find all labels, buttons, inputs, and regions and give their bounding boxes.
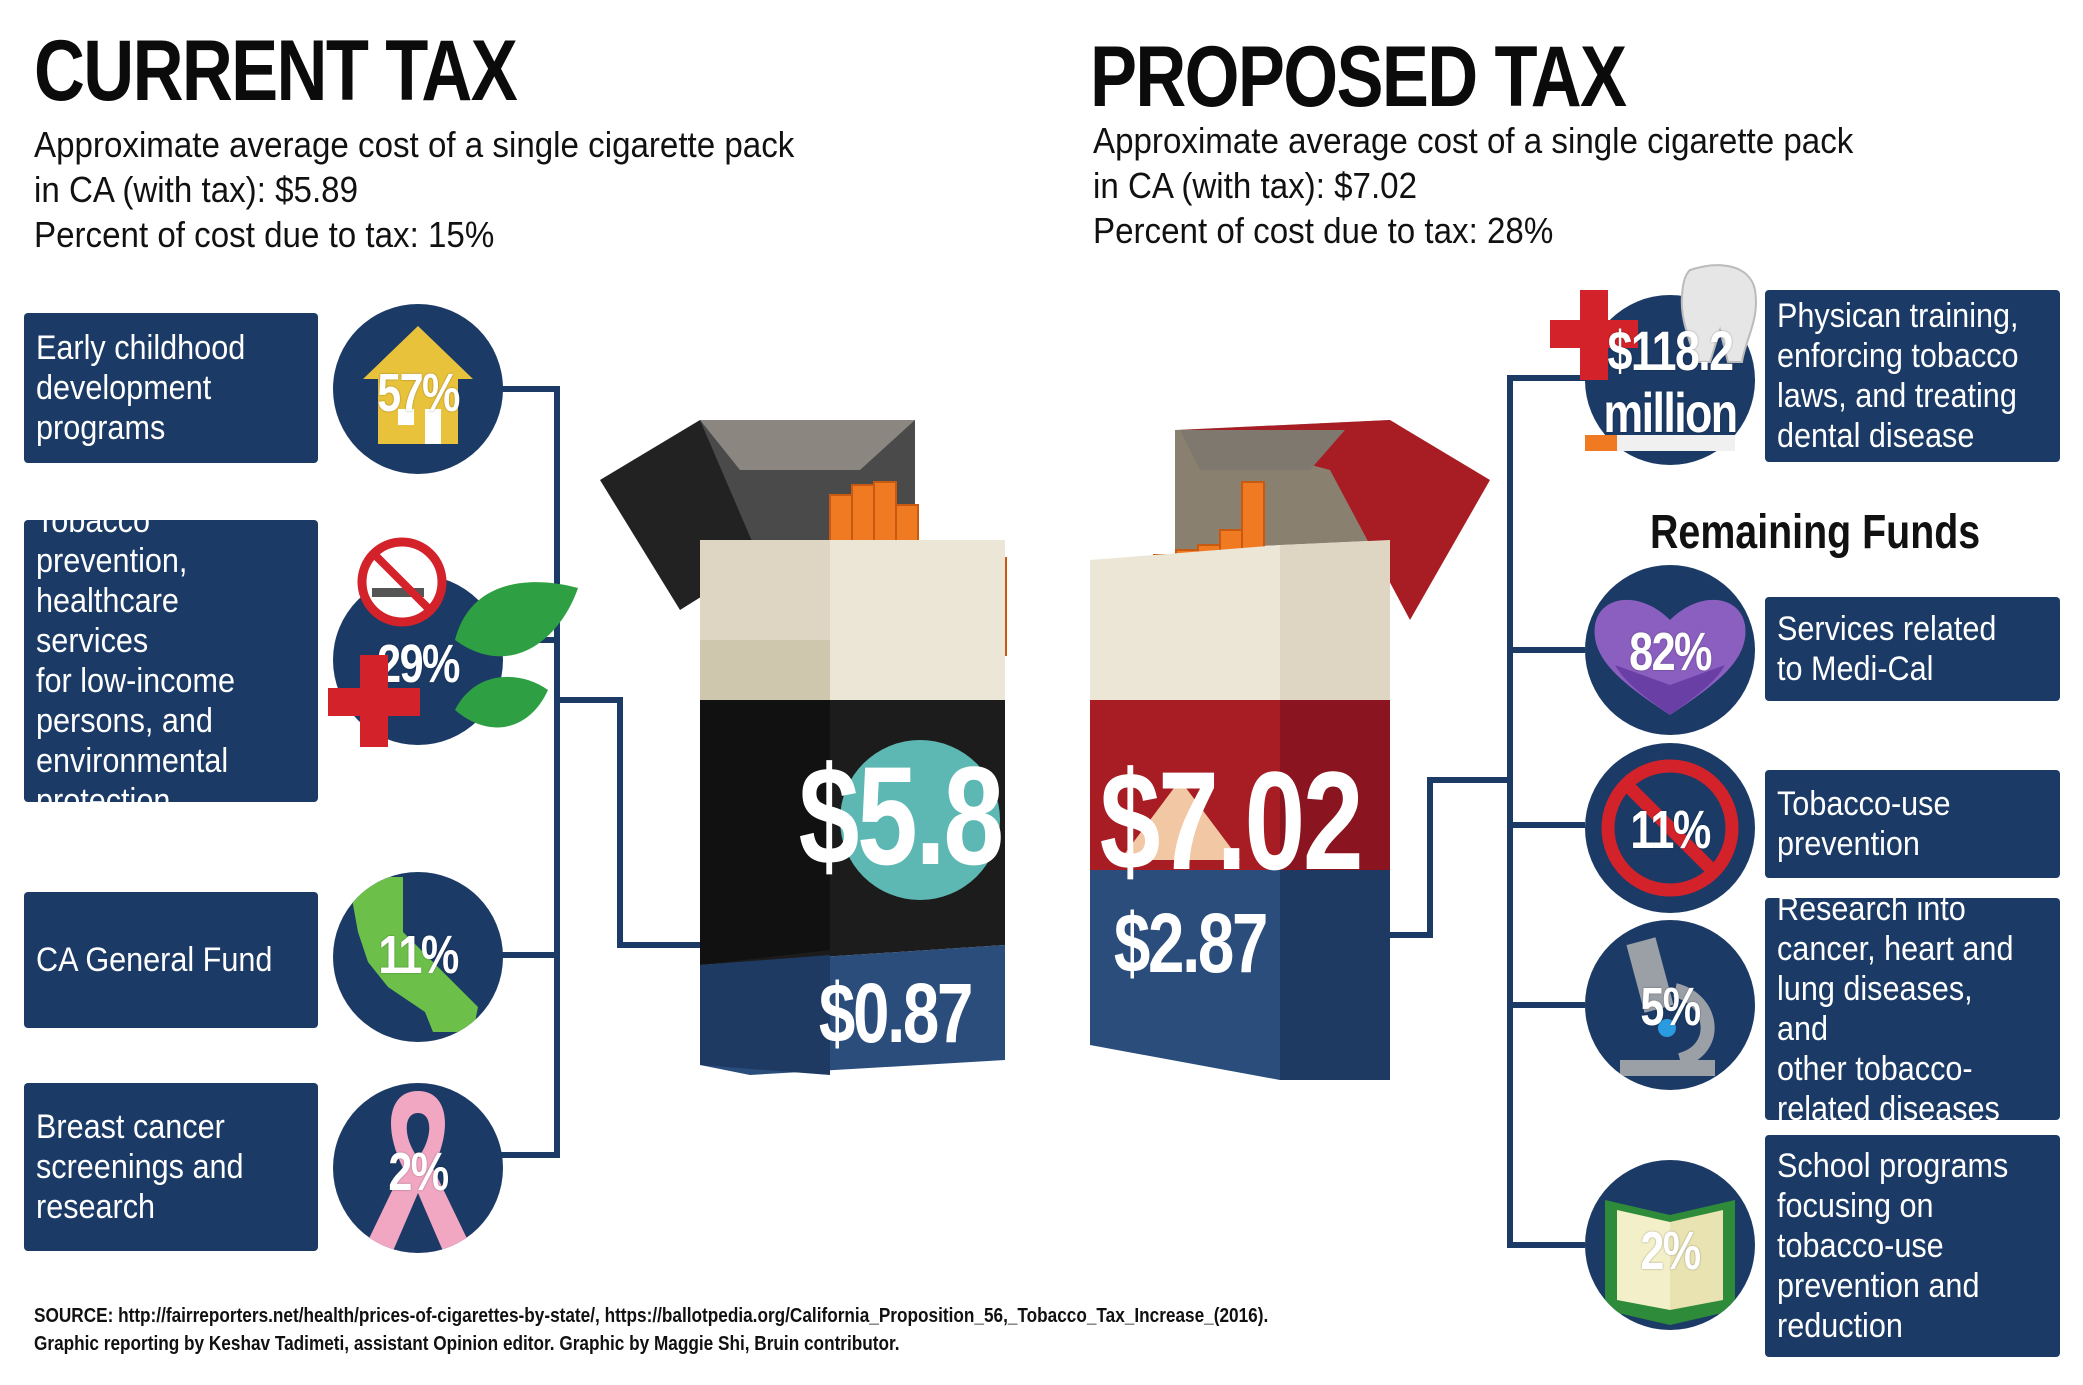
current-tax-line2: in CA (with tax): $5.89 <box>34 169 358 210</box>
house-icon <box>363 326 473 444</box>
current-allocation-circle: 57% <box>333 304 503 474</box>
credit-line: Graphic reporting by Keshav Tadimeti, as… <box>34 1333 900 1355</box>
proposed-allocation-box: Research into cancer, heart and lung dis… <box>1765 890 2060 1128</box>
proposed-tax-amount: $2.87 <box>1113 896 1269 990</box>
proposed-top-allocation-label: Physican training, enforcing tobacco law… <box>1777 297 2019 455</box>
proposed-allocation-box: School programs focusing on tobacco-use … <box>1765 1135 2060 1357</box>
proposed-tax-line1: Approximate average cost of a single cig… <box>1093 120 1854 161</box>
pink-ribbon-icon <box>363 1091 473 1251</box>
current-tax-line1: Approximate average cost of a single cig… <box>34 124 795 165</box>
proposed-tax-line3: Percent of cost due to tax: 28% <box>1093 210 1554 251</box>
current-pack-price: $5.89 <box>798 737 1063 894</box>
proposed-pack-price: $7.02 <box>1099 742 1364 899</box>
proposed-allocation-percent: 5% <box>1640 977 1701 1037</box>
current-allocation-percent: 29% <box>377 634 460 694</box>
current-allocation-box: Tobacco prevention, healthcare services … <box>24 502 318 820</box>
proposed-allocation-percent: 2% <box>1640 1221 1701 1281</box>
current-allocation-label: Early childhood development programs <box>36 329 246 447</box>
proposed-allocation-label: School programs focusing on tobacco-use … <box>1777 1147 2009 1345</box>
current-cigarette-pack <box>600 420 1007 1075</box>
current-allocation-circle: 11% <box>333 872 503 1042</box>
proposed-allocation-circle: 5% <box>1585 920 1755 1090</box>
proposed-allocation-box: Services related to Medi-Cal <box>1765 597 2060 701</box>
proposed-allocation-circle: 11% <box>1585 743 1755 913</box>
proposed-tax-line2: in CA (with tax): $7.02 <box>1093 165 1417 206</box>
heart-hands-icon <box>1594 599 1746 715</box>
proposed-allocation-percent: 82% <box>1629 622 1712 682</box>
current-tax-line3: Percent of cost due to tax: 15% <box>34 214 495 255</box>
current-allocation-circle: 2% <box>333 1083 503 1253</box>
current-allocation-percent: 57% <box>377 363 460 423</box>
proposed-allocation-label: Tobacco-use prevention <box>1777 785 1951 863</box>
microscope-icon <box>1620 937 1715 1076</box>
proposed-cigarette-pack <box>1090 420 1490 1080</box>
current-allocation-box: Early childhood development programs <box>24 313 318 463</box>
current-allocation-box: CA General Fund <box>24 892 318 1028</box>
proposed-allocation-circle: 82% <box>1585 565 1755 735</box>
proposed-tax-title: PROPOSED TAX <box>1090 29 1627 125</box>
current-allocation-label: Tobacco prevention, healthcare services … <box>36 502 235 820</box>
california-map-icon <box>348 877 478 1032</box>
proposed-allocation-label: Research into cancer, heart and lung dis… <box>1777 890 2014 1128</box>
current-allocation-percent: 11% <box>378 925 459 985</box>
proposed-top-unit: million <box>1603 381 1738 444</box>
prohibited-icon <box>1601 759 1739 897</box>
current-tax-amount: $0.87 <box>818 966 974 1060</box>
current-allocation-box: Breast cancer screenings and research <box>24 1083 318 1251</box>
book-icon <box>1605 1200 1735 1325</box>
current-allocation-label: Breast cancer screenings and research <box>36 1108 244 1226</box>
proposed-allocation-circle: 2% <box>1585 1160 1755 1330</box>
proposed-allocation-box: Tobacco-use prevention <box>1765 770 2060 878</box>
proposed-allocation-percent: 11% <box>1630 800 1711 860</box>
source-line: SOURCE: http://fairreporters.net/health/… <box>34 1305 1269 1327</box>
proposed-top-amount: $118.2 <box>1607 319 1735 382</box>
right-connector-lines <box>1375 375 1585 1248</box>
current-allocation-percent: 2% <box>388 1142 449 1202</box>
current-allocation-circle: 29% <box>333 575 503 745</box>
proposed-top-allocation-box: Physican training, enforcing tobacco law… <box>1765 290 2060 462</box>
current-allocation-label: CA General Fund <box>36 941 273 979</box>
proposed-allocation-label: Services related to Medi-Cal <box>1777 610 1997 688</box>
remaining-funds-title: Remaining Funds <box>1650 506 1981 559</box>
current-tax-title: CURRENT TAX <box>34 23 518 119</box>
